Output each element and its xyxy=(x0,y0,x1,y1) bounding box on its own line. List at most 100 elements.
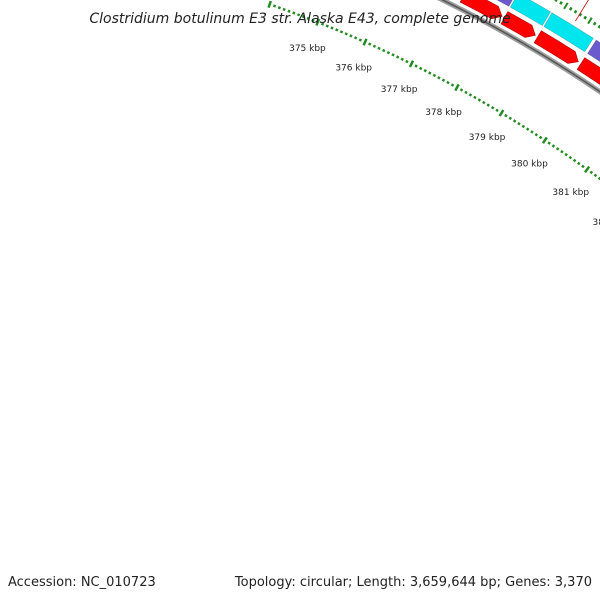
scale-tick xyxy=(344,32,348,36)
scale-tick xyxy=(277,6,281,10)
scale-tick xyxy=(382,48,386,53)
scale-tick xyxy=(568,155,573,160)
scale-tick xyxy=(508,116,512,121)
scale-tick xyxy=(428,71,432,75)
cds-arrow xyxy=(459,0,503,20)
scale-tick xyxy=(541,136,548,144)
scale-tick xyxy=(454,83,460,92)
scale-tick xyxy=(468,93,473,97)
scale-tick xyxy=(446,80,450,85)
gene-block xyxy=(496,0,513,7)
scale-tick xyxy=(405,59,409,64)
gc-content-track xyxy=(554,0,600,29)
scale-tick xyxy=(577,161,581,166)
tick-label: 382 kbp xyxy=(593,218,600,228)
scale-tick xyxy=(325,24,329,28)
scale-tick xyxy=(391,53,395,57)
scale-tick xyxy=(418,66,423,71)
scale-tick xyxy=(464,90,468,95)
scale-tick xyxy=(482,100,486,105)
scale-tick xyxy=(490,106,495,110)
map-title: Clostridium botulinum E3 str. Alaska E43… xyxy=(89,11,510,27)
backbone-inner-line xyxy=(440,0,600,93)
scale-tick xyxy=(306,16,310,21)
scale-tick xyxy=(362,38,368,46)
scale-tick xyxy=(377,46,381,51)
genome-summary-text: Topology: circular; Length: 3,659,644 bp… xyxy=(234,575,592,590)
scale-tick xyxy=(450,83,455,87)
tick-label: 379 kbp xyxy=(469,133,506,143)
cds-arrow xyxy=(576,57,600,85)
tick-label: 375 kbp xyxy=(289,44,326,54)
scale-tick xyxy=(414,64,418,68)
gene-block xyxy=(543,12,594,53)
gene-block xyxy=(509,0,551,27)
gc-mark xyxy=(592,21,597,26)
tick-label: 376 kbp xyxy=(335,64,372,74)
scale-tick xyxy=(486,103,490,107)
gc-mark xyxy=(559,1,563,5)
scale-tick xyxy=(495,108,499,113)
gene-track xyxy=(496,0,600,63)
scale-tick xyxy=(547,141,551,145)
gc-mark xyxy=(583,15,588,20)
scale-tick xyxy=(292,11,296,15)
gene-block xyxy=(587,39,600,63)
scale-tick xyxy=(272,4,277,8)
scale-tick xyxy=(525,127,530,131)
scale-tick xyxy=(282,7,286,12)
gc-mark xyxy=(573,9,578,14)
scale-tick xyxy=(339,30,344,34)
gc-mark xyxy=(587,17,593,25)
scale-tick xyxy=(441,78,446,82)
scale-tick xyxy=(335,28,339,32)
scale-tick xyxy=(408,60,415,68)
gc-mark xyxy=(563,2,569,10)
scale-tick xyxy=(315,18,321,26)
cds-track xyxy=(459,0,600,85)
scale-tick xyxy=(560,150,564,154)
scale-tick xyxy=(589,170,594,175)
scale-tick xyxy=(473,95,477,100)
scale-tick xyxy=(593,173,598,178)
accession-text: Accession: NC_010723 xyxy=(8,575,156,590)
scale-tick xyxy=(296,13,301,17)
scale-tick xyxy=(555,147,560,151)
cds-arrow xyxy=(500,11,536,38)
gc-mark xyxy=(554,0,558,3)
scale-tick xyxy=(386,51,391,55)
tick-label: 380 kbp xyxy=(511,160,548,170)
scale-tick xyxy=(267,0,273,9)
scale-tick xyxy=(349,34,353,38)
scale-tick xyxy=(538,135,543,140)
scale-tick xyxy=(372,44,377,48)
scale-tick xyxy=(564,152,568,157)
scale-tick xyxy=(423,69,427,73)
scale-tick xyxy=(358,38,362,42)
scale-tick xyxy=(432,73,437,78)
scale-ticks: 375 kbp 376 kbp 377 kbp 378 kbp 379 kbp 380 k… xyxy=(267,0,600,228)
gc-mark xyxy=(578,12,583,17)
scale-tick xyxy=(395,55,400,59)
scale-tick xyxy=(530,130,534,134)
scale-tick xyxy=(517,121,521,126)
tick-label: 378 kbp xyxy=(425,108,462,118)
scale-tick xyxy=(504,113,508,118)
gene-labels: CLH_0360crtCLH_0362CLH_0363etfACLH_0365C… xyxy=(575,0,589,22)
scale-tick xyxy=(437,76,441,80)
scale-tick xyxy=(572,158,577,163)
tick-label: 381 kbp xyxy=(552,188,589,198)
scale-tick xyxy=(368,42,372,46)
scale-tick xyxy=(512,119,517,123)
scale-tick xyxy=(521,124,526,129)
scale-tick xyxy=(320,22,325,26)
gc-mark xyxy=(568,6,573,11)
scale-tick xyxy=(584,165,591,173)
scale-tick xyxy=(477,98,482,102)
scale-tick xyxy=(311,18,315,22)
scale-tick xyxy=(287,9,291,13)
cds-arrow xyxy=(533,30,579,64)
gene-label-leader xyxy=(575,0,589,22)
